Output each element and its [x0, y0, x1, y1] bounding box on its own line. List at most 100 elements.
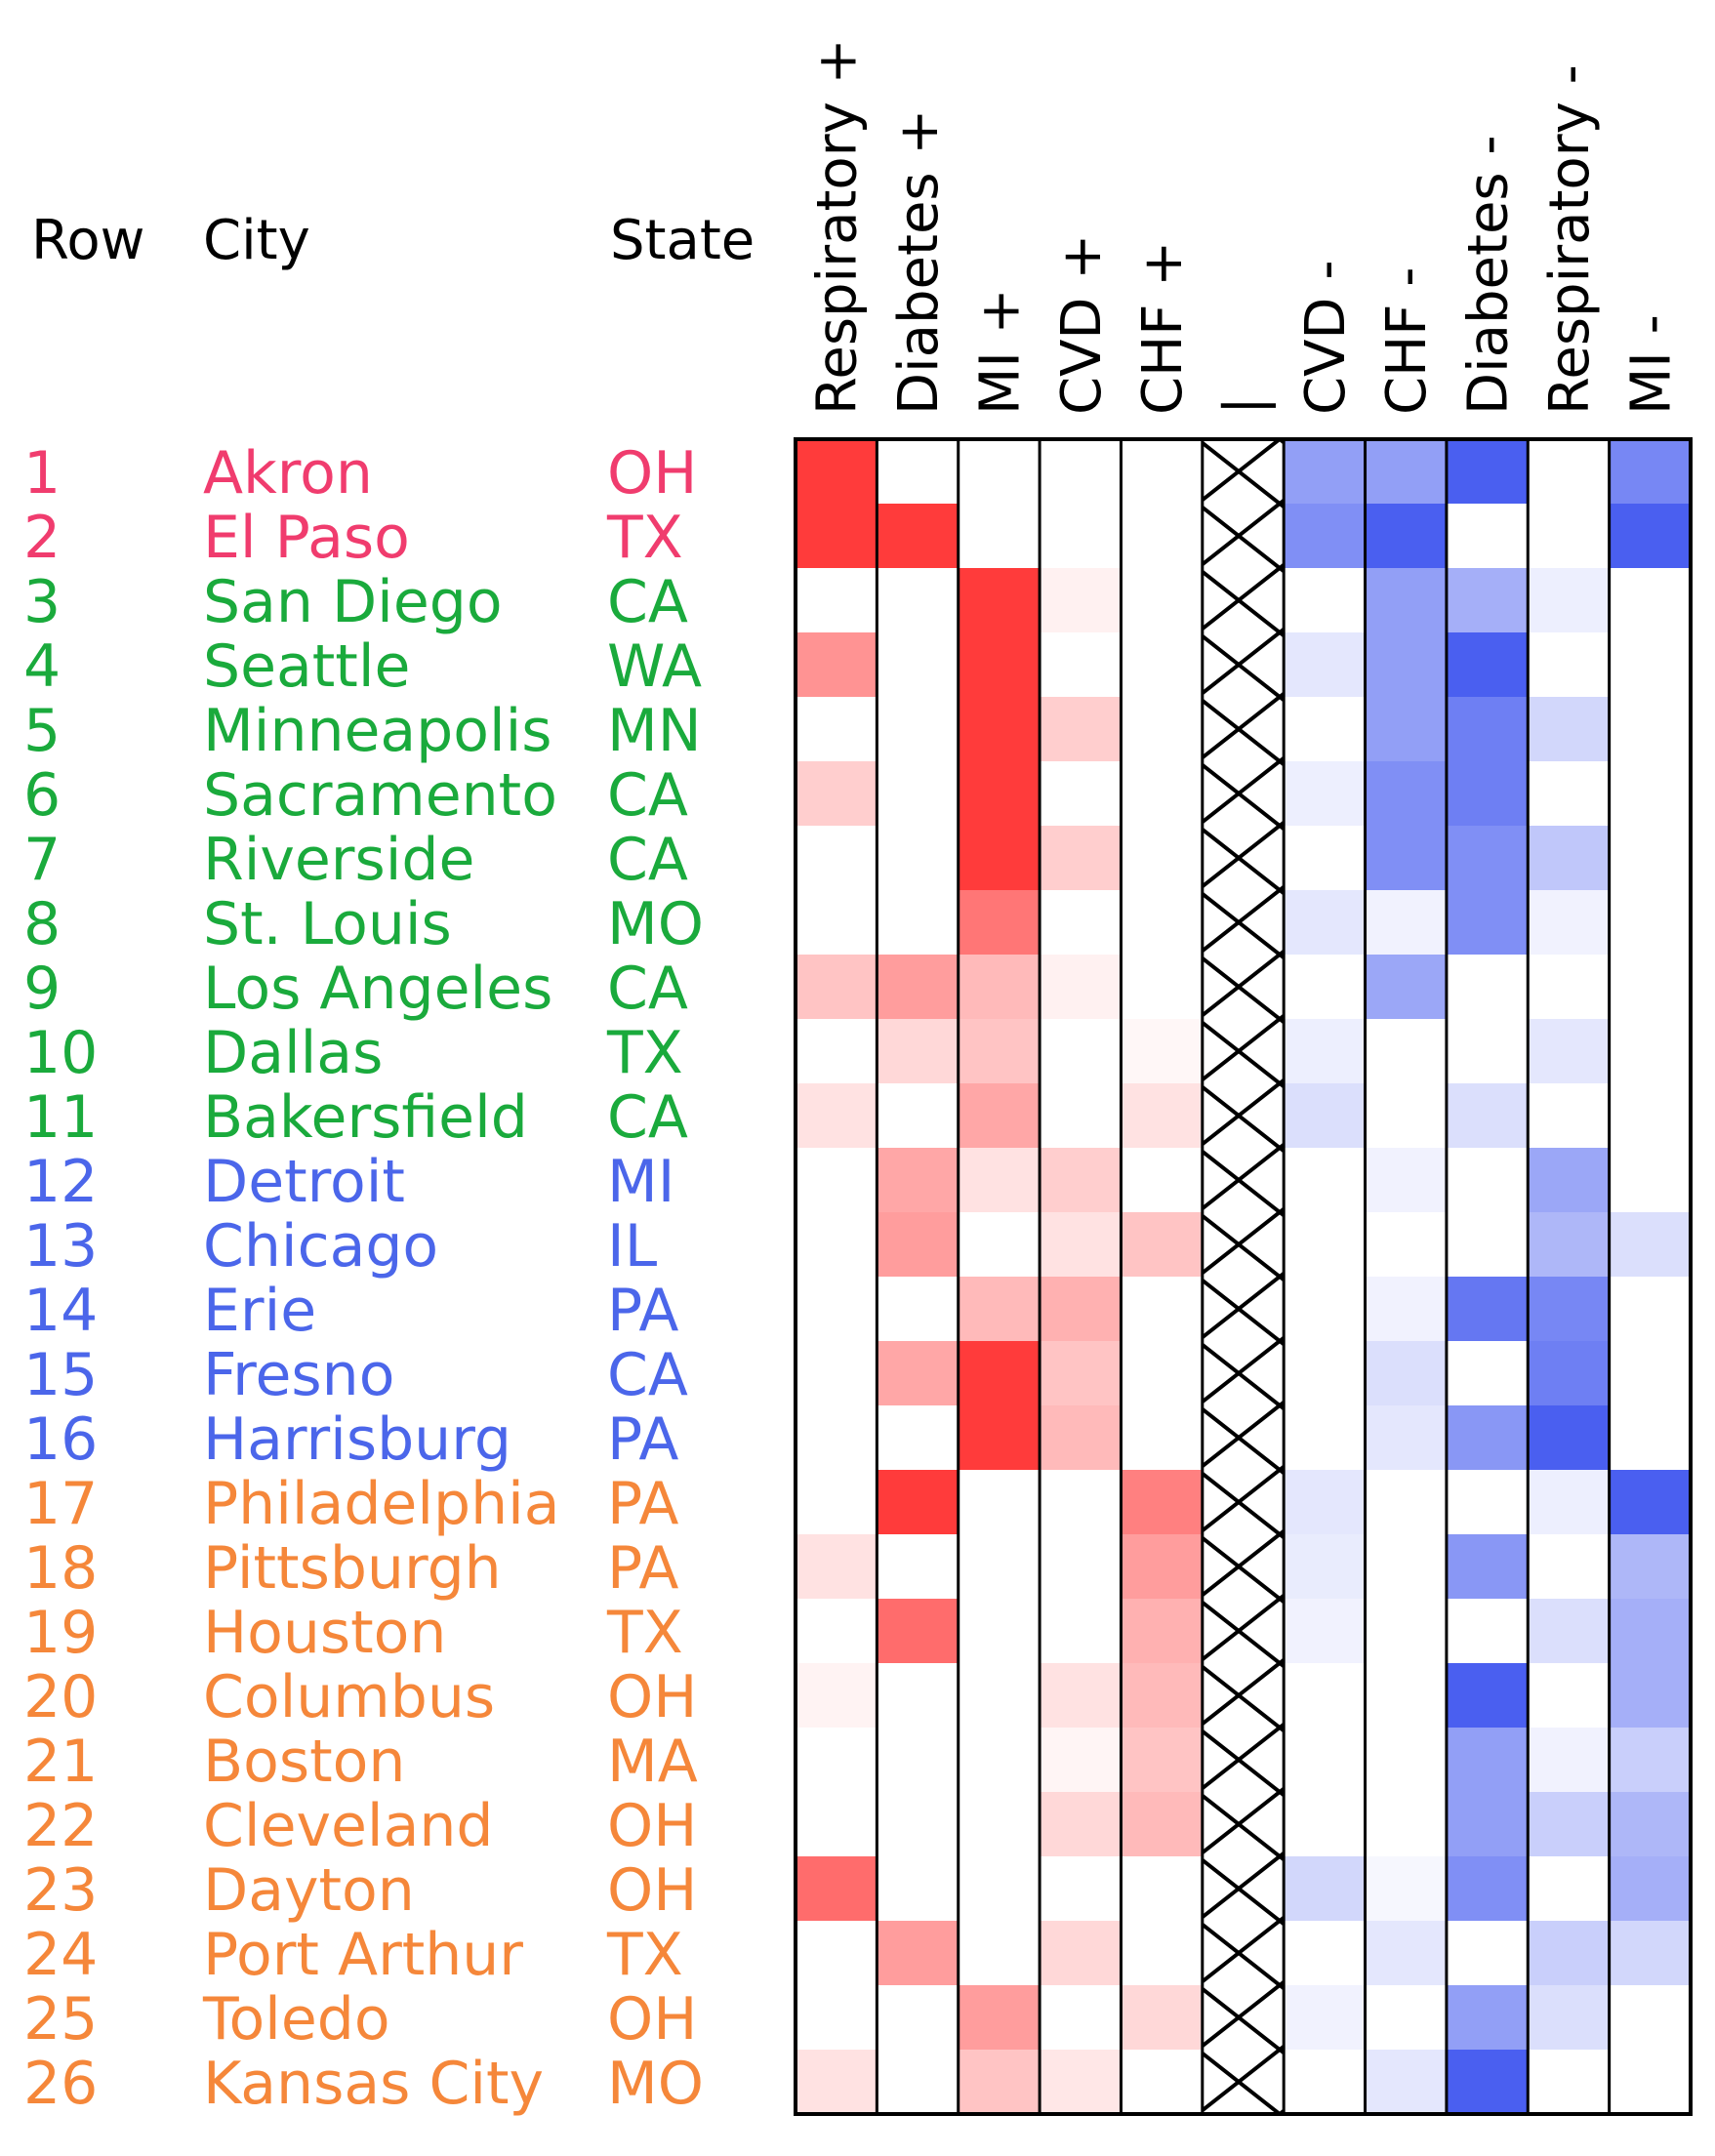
cell-12-diabetes [877, 1148, 960, 1213]
cell-9-cvd [1284, 955, 1367, 1020]
cell-13-chf [1365, 1212, 1448, 1278]
cell-11-mi [1609, 1083, 1692, 1149]
cell-15-respiratory [1528, 1341, 1611, 1406]
cell-7-cvd [1284, 826, 1367, 891]
cell-10-cvd [1040, 1019, 1123, 1084]
cell-4-mi [1609, 632, 1692, 698]
cell-3-diabetes [877, 568, 960, 633]
row-state-20: OH [607, 1663, 697, 1731]
row-labels: 1 Akron OH 2 El Paso TX 3 San Diego CA 4 Seattle WA… [23, 439, 704, 2118]
row-row-25: 25 [23, 1985, 98, 2054]
cell-3-cvd [1284, 568, 1367, 633]
cell-26-chf [1121, 2050, 1204, 2115]
row-row-26: 26 [23, 2050, 98, 2118]
cell-8-separator [1202, 890, 1285, 956]
row-state-5: MN [607, 697, 702, 765]
cell-16-chf [1365, 1405, 1448, 1471]
cell-26-mi [1609, 2050, 1692, 2115]
cell-9-separator [1202, 955, 1285, 1020]
cell-25-respiratory [1528, 1985, 1611, 2051]
row-state-23: OH [607, 1856, 697, 1925]
cell-21-mi [958, 1728, 1041, 1793]
cell-13-mi [958, 1212, 1041, 1278]
cell-3-chf [1365, 568, 1448, 633]
row-state-19: TX [606, 1599, 683, 1667]
cell-24-diabetes [877, 1921, 960, 1986]
row-row-23: 23 [23, 1856, 98, 1925]
cell-8-diabetes [1446, 890, 1529, 956]
cell-9-chf [1365, 955, 1448, 1020]
row-row-24: 24 [23, 1921, 98, 1989]
cell-23-mi [958, 1856, 1041, 1922]
column-header-mi: MI + [968, 288, 1032, 415]
cell-18-mi [958, 1534, 1041, 1600]
state-header: State [610, 209, 755, 272]
cell-6-diabetes [877, 761, 960, 827]
row-city-11: Bakersfield [203, 1083, 528, 1152]
cell-16-respiratory [796, 1405, 878, 1471]
cell-9-diabetes [877, 955, 960, 1020]
row-row-11: 11 [23, 1083, 98, 1152]
cell-26-respiratory [1528, 2050, 1611, 2115]
row-row-1: 1 [23, 439, 61, 508]
cell-5-diabetes [1446, 697, 1529, 762]
cell-2-mi [1609, 504, 1692, 569]
cell-4-chf [1365, 632, 1448, 698]
row-row-16: 16 [23, 1405, 98, 1474]
cell-17-separator [1202, 1470, 1285, 1535]
cell-2-diabetes [1446, 504, 1529, 569]
cell-11-diabetes [877, 1083, 960, 1149]
cell-17-diabetes [1446, 1470, 1529, 1535]
cell-17-cvd [1040, 1470, 1123, 1535]
cell-3-mi [958, 568, 1041, 633]
row-city-2: El Paso [203, 504, 410, 572]
cell-7-chf [1365, 826, 1448, 891]
cell-24-cvd [1284, 1921, 1367, 1986]
cell-26-cvd [1040, 2050, 1123, 2115]
cell-18-diabetes [877, 1534, 960, 1600]
cell-16-mi [958, 1405, 1041, 1471]
cell-6-separator [1202, 761, 1285, 827]
row-city-16: Harrisburg [203, 1405, 511, 1474]
cell-18-cvd [1284, 1534, 1367, 1600]
cell-6-diabetes [1446, 761, 1529, 827]
cell-17-chf [1365, 1470, 1448, 1535]
cell-10-chf [1365, 1019, 1448, 1084]
cell-22-mi [1609, 1792, 1692, 1857]
row-city-8: St. Louis [203, 890, 452, 958]
cell-20-chf [1365, 1663, 1448, 1729]
cell-24-respiratory [1528, 1921, 1611, 1986]
row-row-14: 14 [23, 1277, 98, 1345]
cell-18-separator [1202, 1534, 1285, 1600]
cell-4-cvd [1284, 632, 1367, 698]
row-state-17: PA [607, 1470, 678, 1538]
cell-24-chf [1365, 1921, 1448, 1986]
cell-12-cvd [1040, 1148, 1123, 1213]
cell-5-cvd [1284, 697, 1367, 762]
cell-10-respiratory [1528, 1019, 1611, 1084]
cell-13-cvd [1284, 1212, 1367, 1278]
cell-23-diabetes [1446, 1856, 1529, 1922]
cell-19-mi [958, 1599, 1041, 1664]
row-city-19: Houston [203, 1599, 446, 1667]
cell-25-respiratory [796, 1985, 878, 2051]
cell-10-diabetes [877, 1019, 960, 1084]
cell-16-cvd [1040, 1405, 1123, 1471]
row-city-20: Columbus [203, 1663, 495, 1731]
cell-20-chf [1121, 1663, 1204, 1729]
cell-15-mi [958, 1341, 1041, 1406]
cell-24-diabetes [1446, 1921, 1529, 1986]
cell-8-respiratory [1528, 890, 1611, 956]
cell-4-mi [958, 632, 1041, 698]
cell-22-respiratory [1528, 1792, 1611, 1857]
cell-9-chf [1121, 955, 1204, 1020]
cell-26-diabetes [877, 2050, 960, 2115]
cell-2-chf [1365, 504, 1448, 569]
cell-26-separator [1202, 2050, 1285, 2115]
cell-8-mi [1609, 890, 1692, 956]
cell-1-separator [1202, 439, 1285, 505]
cell-21-respiratory [1528, 1728, 1611, 1793]
cell-17-diabetes [877, 1470, 960, 1535]
cell-14-separator [1202, 1277, 1285, 1342]
cell-18-mi [1609, 1534, 1692, 1600]
